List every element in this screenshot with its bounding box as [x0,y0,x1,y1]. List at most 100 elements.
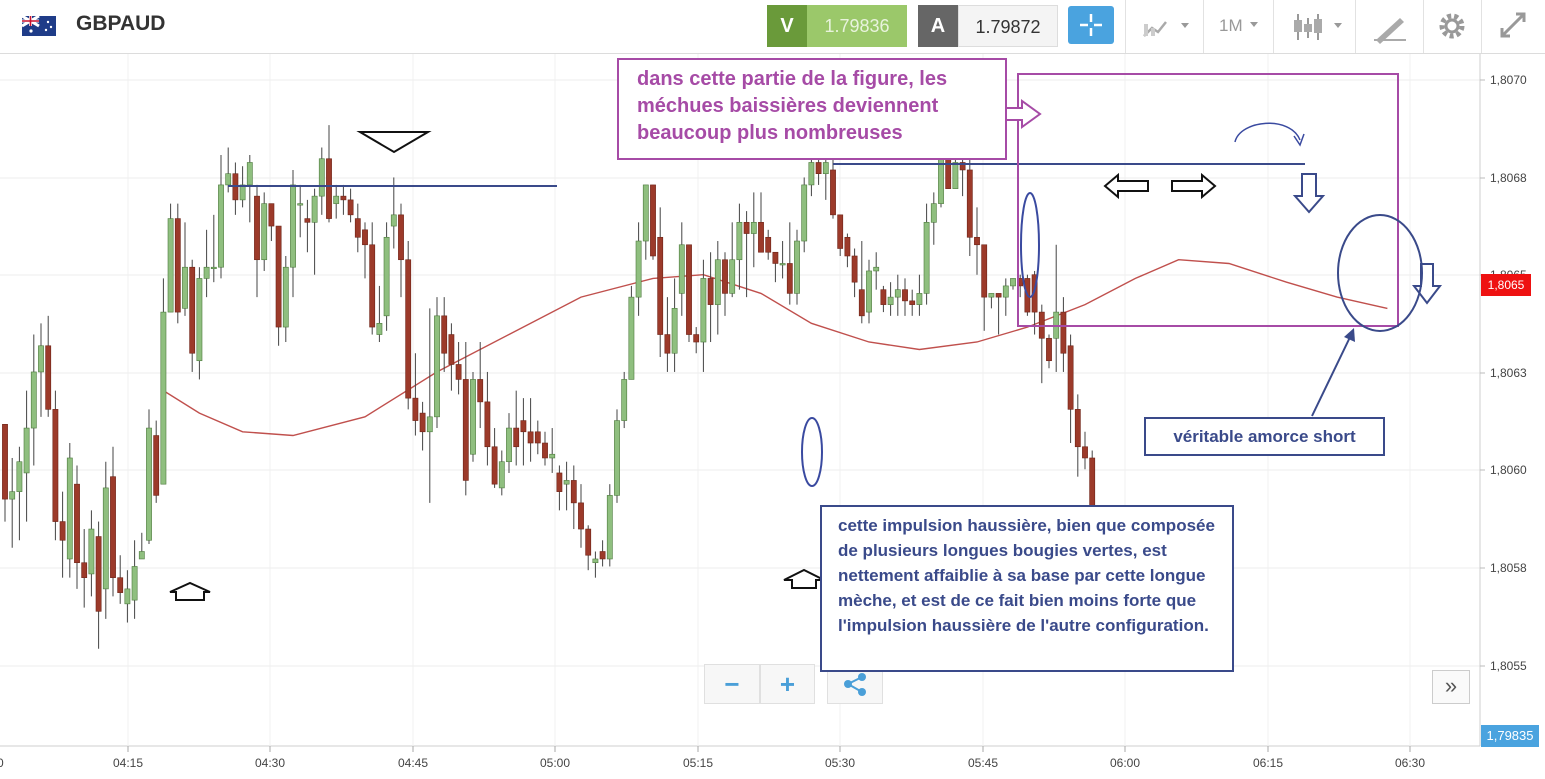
candle [707,252,714,343]
crosshair-button[interactable] [1068,6,1114,44]
candle [556,465,563,511]
candle [736,203,743,290]
candle-body [966,169,973,238]
zoom-out-button[interactable]: − [704,664,760,704]
candle [858,241,865,324]
candle-body [239,184,246,201]
candle-body [513,427,520,448]
candle-body [815,162,822,174]
candle-body [750,222,757,234]
candle-body [405,259,412,399]
candle [772,251,779,283]
candle [9,457,16,548]
candle [153,420,160,503]
candle [426,308,433,503]
buy-button[interactable]: A [918,5,958,47]
candle [750,192,757,268]
blue-down-arrow-icon-1 [1292,173,1326,214]
fullscreen-button[interactable] [1481,0,1545,53]
y-axis-ticks: 1,80701,80681,80651,80631,80601,80581,80… [1480,73,1527,673]
candle [354,203,361,253]
sell-button[interactable]: V [767,5,807,47]
candle [203,229,210,298]
candle-body [642,184,649,242]
up-arrow-icon-right [783,568,825,589]
candle [1082,431,1088,470]
buy-price[interactable]: 1.79872 [958,5,1058,47]
candle [873,252,880,290]
candle-body [700,278,707,343]
candle-body [981,244,988,298]
scroll-right-button[interactable]: » [1432,670,1470,704]
candle [606,484,613,567]
y-tick-label: 1,8063 [1490,366,1527,380]
candle [945,154,952,189]
candle-body [786,263,793,294]
sell-price[interactable]: 1.79836 [807,5,907,47]
candle-body [347,199,354,216]
candle [66,443,73,578]
candle [218,154,224,279]
candle-body [326,158,332,219]
candle-body [916,293,923,305]
candle-body [88,528,95,575]
candle-body [628,296,635,380]
candle [1031,270,1038,335]
candle-body [873,266,880,272]
candle-body [794,240,800,294]
ellipse-wicks-right [1020,192,1040,298]
candlestick-type-button[interactable] [1273,0,1356,53]
candle [808,154,815,197]
candle [174,203,181,324]
candle-body [974,236,980,246]
candle [542,431,548,466]
settings-button[interactable] [1423,0,1482,53]
candle [930,192,937,245]
candle [196,267,203,380]
candle-body [275,225,282,328]
candle [347,188,354,223]
crosshair-icon [1080,14,1102,36]
candle-body [801,184,808,242]
candle [498,450,505,496]
x-tick-label: 06:30 [1395,756,1425,770]
candle [225,147,232,193]
candle-body [844,236,851,257]
candle-body [866,270,872,313]
candle [448,323,455,391]
draw-tool-button[interactable] [1355,0,1424,53]
bottom-price-box: 1,79835 [1481,725,1539,747]
candle-body [297,203,304,206]
candle-body [621,379,628,421]
candle [614,409,620,503]
candle-body [578,502,584,530]
candle-body [95,536,102,612]
candle-body [534,431,541,444]
candle-body [563,480,570,485]
candle-body [441,315,448,354]
candle-body [290,184,296,268]
moving-average-line [163,258,1388,437]
candle-body [1060,311,1067,354]
gear-icon [1439,13,1465,39]
candle [1038,304,1045,384]
chart-type-button[interactable] [1125,0,1204,53]
candle [722,252,728,316]
right-arrow-icon [1171,172,1217,200]
candle [563,461,570,511]
candle [635,222,642,316]
candle [671,278,678,372]
candle-body [412,397,419,421]
candle [117,555,124,604]
candle [282,255,289,343]
candle-body [678,244,685,294]
timeframe-dropdown[interactable]: 1M [1203,0,1274,53]
candle-body [599,551,606,560]
candle [714,241,721,335]
candle-body [189,266,196,354]
candle [124,570,131,623]
zoom-in-button[interactable]: + [760,664,815,704]
y-tick-label: 1,8070 [1490,73,1527,87]
candle-body [671,308,678,354]
